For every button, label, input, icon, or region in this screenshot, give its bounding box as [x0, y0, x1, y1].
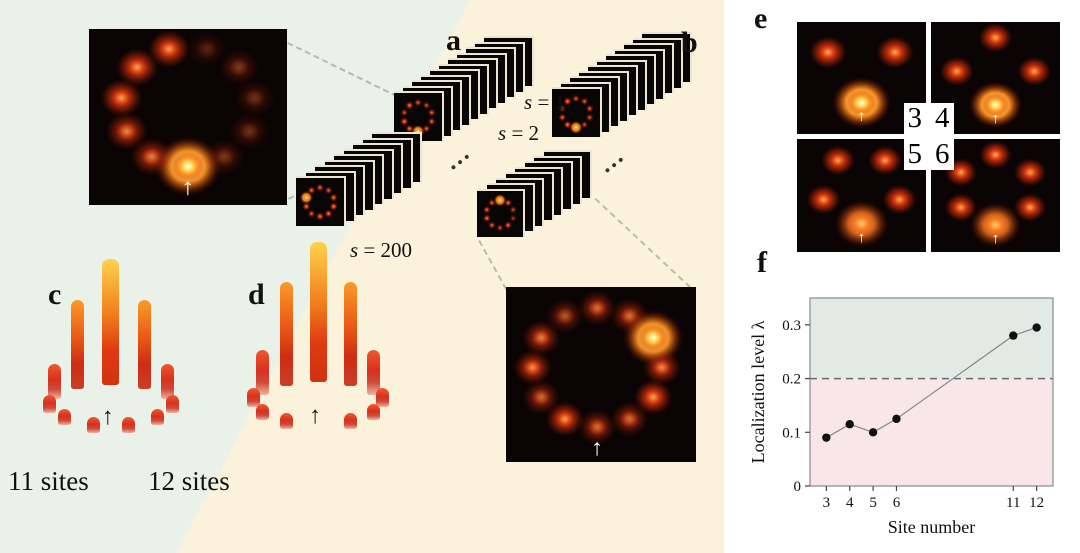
- svg-text:0.1: 0.1: [782, 425, 801, 441]
- ring-lattice-image: ↑: [514, 291, 682, 461]
- svg-text:3: 3: [823, 495, 831, 511]
- svg-text:6: 6: [893, 495, 901, 511]
- ring-lattice-image: [483, 193, 517, 232]
- intensity-bar: [102, 259, 120, 386]
- image-stack-b-bottom: [477, 150, 592, 237]
- intensity-bar: [86, 416, 100, 433]
- intensity-bar: [57, 409, 71, 426]
- intensity-bar: [256, 349, 269, 395]
- site-image-3: ↑: [797, 22, 926, 134]
- bar-ring-chart-11-sites: ↑: [22, 252, 207, 462]
- caption-11-sites: 11 sites: [8, 466, 89, 496]
- arrow-up-icon: ↑: [591, 436, 603, 461]
- ring-lattice-image: ↑: [940, 23, 1051, 128]
- site-count-label-6: 6: [931, 139, 954, 170]
- intensity-bar: [279, 413, 293, 430]
- localization-level-chart: 0 0.1 0.2 0.3 3 4 5 6 11 12 Site number Localizatio…: [748, 297, 1054, 537]
- bar-ring-chart-12-sites: ↑: [226, 242, 418, 462]
- svg-text:5: 5: [869, 495, 877, 511]
- image-stack-s200: [296, 132, 422, 226]
- panel-label-f: f: [757, 246, 767, 279]
- stack-label-s200: s = 200: [350, 238, 413, 262]
- panel-label-b: b: [681, 26, 698, 59]
- intensity-bar: [151, 409, 165, 426]
- inset-image-a: ↑: [89, 29, 287, 205]
- intensity-bar: [43, 395, 56, 413]
- svg-text:0.3: 0.3: [782, 318, 801, 334]
- ring-lattice-image: [558, 94, 594, 134]
- ring-lattice-image: [300, 183, 338, 221]
- stack-label-s1: s = 1: [524, 90, 566, 114]
- intensity-bar: [247, 387, 261, 408]
- arrow-up-icon: ↑: [309, 402, 322, 429]
- intensity-bar: [70, 300, 84, 390]
- intensity-bar: [343, 282, 357, 386]
- stack-card: [477, 188, 525, 237]
- site-count-label-5: 5: [903, 139, 926, 170]
- panel-label-c: c: [48, 278, 62, 311]
- intensity-bar: [165, 395, 179, 413]
- intensity-bar: [137, 300, 151, 390]
- caption-12-sites: 12 sites: [148, 466, 230, 496]
- arrow-up-icon: ↑: [991, 111, 999, 127]
- intensity-bar: [367, 349, 381, 395]
- intensity-bar: [367, 403, 381, 420]
- ring-lattice-image: ↑: [101, 31, 275, 200]
- intensity-bar: [121, 416, 135, 433]
- stack-label-s2: s = 2: [498, 121, 540, 145]
- intensity-bar: [376, 387, 389, 408]
- svg-text:Localization level λ: Localization level λ: [748, 320, 768, 463]
- svg-text:0: 0: [794, 479, 802, 495]
- intensity-bar: [160, 363, 174, 400]
- site-image-6: ↑: [931, 139, 1060, 252]
- ring-lattice-image: ↑: [945, 141, 1046, 247]
- svg-text:12: 12: [1029, 495, 1044, 511]
- stack-card: [296, 176, 346, 226]
- site-image-grid: ↑ ↑ ↑ ↑ 3 4 5 6: [797, 22, 1060, 252]
- arrow-up-icon: ↑: [991, 231, 999, 247]
- svg-text:4: 4: [846, 495, 854, 511]
- arrow-up-icon: ↑: [857, 230, 865, 246]
- intensity-bar: [279, 282, 293, 386]
- inset-image-b: ↑: [506, 287, 696, 462]
- ring-lattice-image: ↑: [810, 36, 913, 128]
- site-count-label-4: 4: [931, 103, 954, 134]
- intensity-bar: [343, 413, 357, 430]
- image-stack-b-top: [552, 32, 692, 137]
- panel-label-a: a: [446, 24, 461, 57]
- panel-label-d: d: [248, 278, 265, 311]
- svg-text:11: 11: [1006, 495, 1020, 511]
- panel-label-e: e: [754, 2, 768, 35]
- arrow-up-icon: ↑: [101, 403, 114, 430]
- stack-card: [552, 87, 602, 137]
- svg-text:0.2: 0.2: [782, 372, 801, 388]
- ring-lattice-image: ↑: [807, 146, 916, 247]
- site-count-label-3: 3: [903, 103, 926, 134]
- intensity-bar: [47, 363, 61, 400]
- image-stack-s1: [394, 36, 534, 141]
- arrow-up-icon: ↑: [182, 175, 195, 200]
- svg-text:Site number: Site number: [888, 517, 976, 537]
- arrow-up-icon: ↑: [857, 109, 865, 125]
- intensity-bar: [256, 403, 269, 420]
- intensity-bar: [309, 242, 327, 383]
